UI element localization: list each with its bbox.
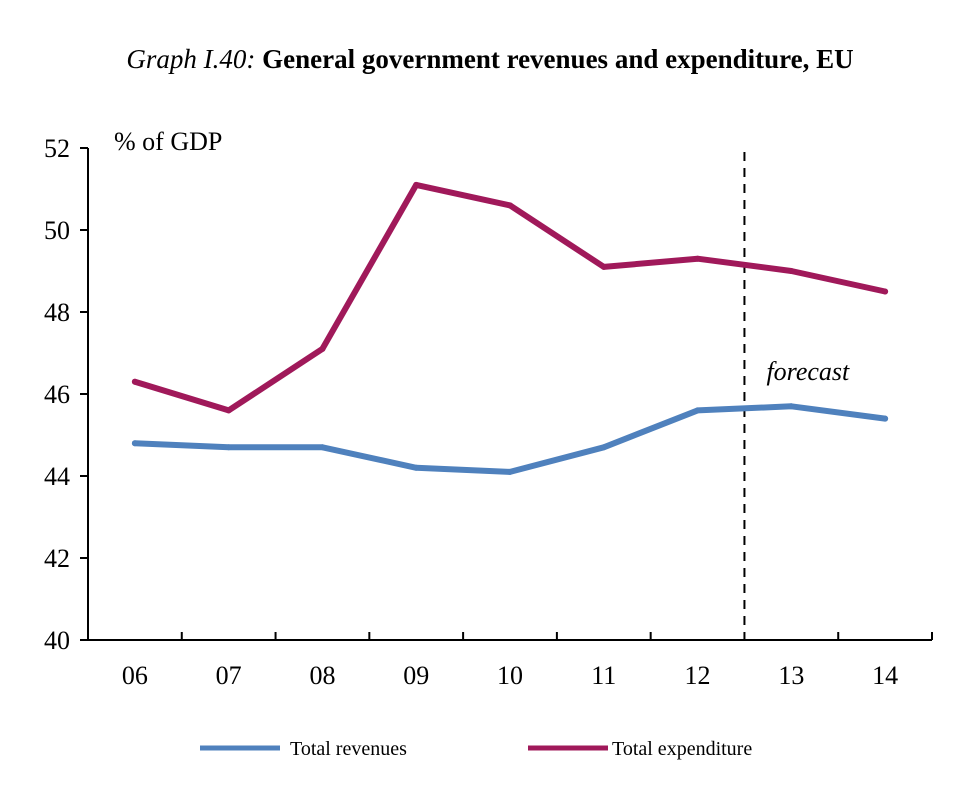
data-point xyxy=(882,415,889,422)
legend-label: Total expenditure xyxy=(612,738,752,760)
chart-title: Graph I.40: General government revenues … xyxy=(0,40,980,78)
data-point xyxy=(319,345,326,352)
data-point xyxy=(413,181,420,188)
data-point xyxy=(225,407,232,414)
x-tick-label: 09 xyxy=(403,661,429,690)
chart-legend: Total revenues Total expenditure xyxy=(200,738,752,760)
x-tick-label: 14 xyxy=(872,661,898,690)
data-point xyxy=(788,268,795,274)
legend-label: Total revenues xyxy=(290,738,407,760)
y-tick-label: 42 xyxy=(44,544,70,573)
y-tick-label: 52 xyxy=(44,134,70,163)
data-point xyxy=(600,263,607,270)
x-tick-label: 08 xyxy=(309,661,335,690)
y-axis-label: % of GDP xyxy=(114,127,222,156)
data-point xyxy=(413,464,420,471)
data-point xyxy=(882,288,889,295)
chart-title-text: General government revenues and expendit… xyxy=(262,44,854,74)
data-point xyxy=(131,440,138,447)
x-tick-label: 10 xyxy=(497,661,523,690)
data-point xyxy=(319,444,326,451)
x-tick-label: 06 xyxy=(122,661,148,690)
data-point xyxy=(131,378,138,385)
x-tick-label: 13 xyxy=(778,661,804,690)
data-point xyxy=(600,444,607,451)
series-line-revenues xyxy=(131,403,889,475)
y-tick-label: 40 xyxy=(44,626,70,655)
x-tick-label: 07 xyxy=(216,661,242,690)
x-tick-label: 12 xyxy=(685,661,711,690)
data-point xyxy=(225,444,232,451)
data-point xyxy=(694,407,701,414)
chart-series xyxy=(131,181,889,475)
y-tick-label: 46 xyxy=(44,380,70,409)
data-point xyxy=(694,255,701,262)
y-tick-label: 50 xyxy=(44,216,70,245)
chart-title-prefix: Graph I.40: xyxy=(126,44,256,74)
y-tick-label: 48 xyxy=(44,298,70,327)
chart-axes: 40 42 44 46 48 50 52 06 07 08 09 10 11 12 13 14 % of GDP… xyxy=(44,127,933,690)
y-tick-label: 44 xyxy=(44,462,70,491)
data-point xyxy=(788,403,795,410)
data-point xyxy=(507,202,513,209)
x-tick-label: 11 xyxy=(591,661,616,690)
forecast-label: forecast xyxy=(766,357,850,386)
data-point xyxy=(507,468,513,475)
